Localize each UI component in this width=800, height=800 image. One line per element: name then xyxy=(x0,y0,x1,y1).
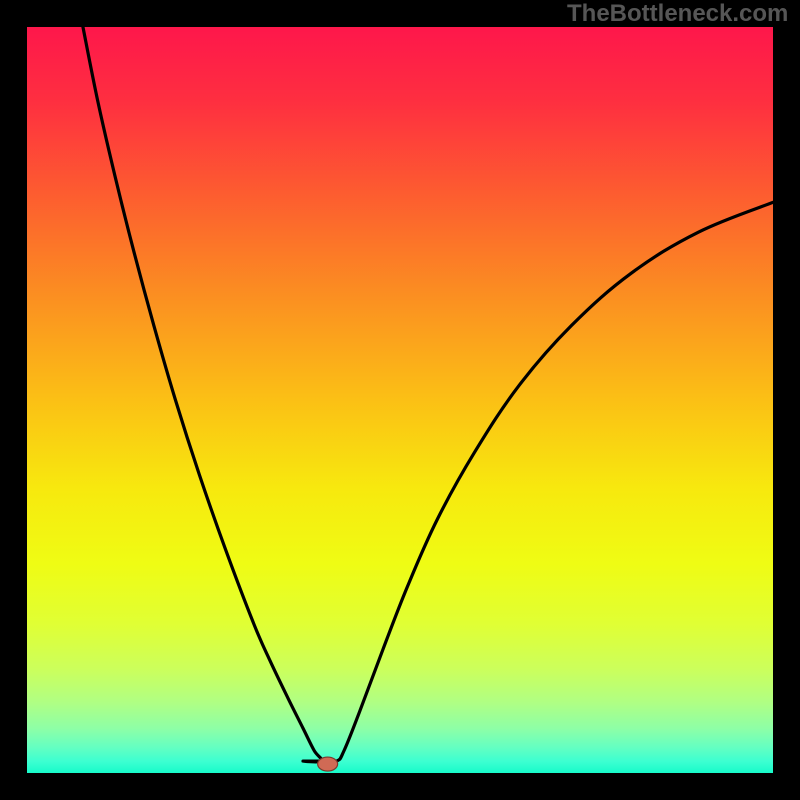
watermark-text: TheBottleneck.com xyxy=(567,0,788,28)
bottleneck-chart xyxy=(0,0,800,800)
optimum-marker xyxy=(318,757,338,771)
gradient-background xyxy=(27,27,773,773)
frame-border-right xyxy=(773,0,800,800)
frame-border-bottom xyxy=(0,773,800,800)
frame-border-left xyxy=(0,0,27,800)
